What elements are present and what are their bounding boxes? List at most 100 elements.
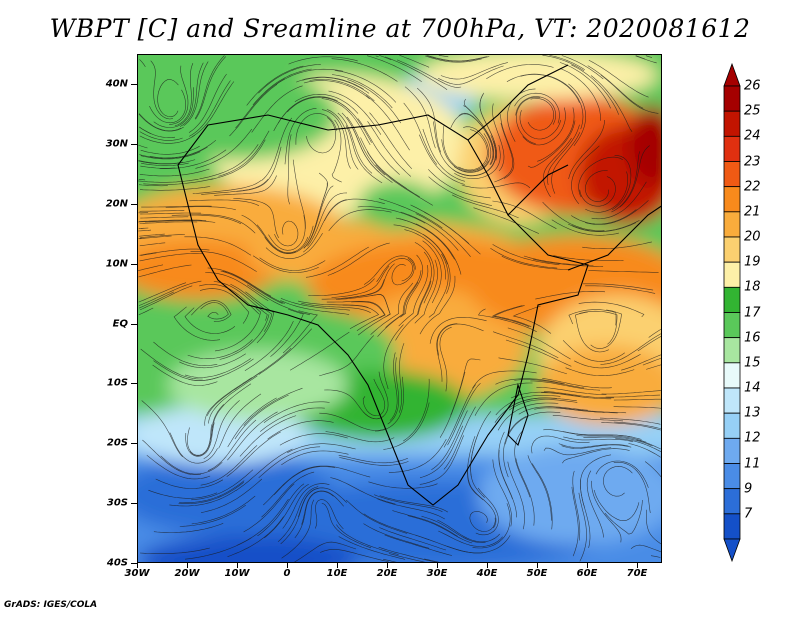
streamline bbox=[600, 333, 661, 365]
lon-label: 10W bbox=[224, 568, 250, 579]
streamline bbox=[492, 459, 512, 527]
streamlines bbox=[138, 55, 661, 562]
streamline bbox=[173, 306, 221, 341]
streamline bbox=[207, 419, 257, 471]
streamline bbox=[398, 265, 429, 327]
streamline bbox=[551, 132, 581, 194]
streamline bbox=[562, 340, 625, 362]
streamline bbox=[331, 265, 390, 298]
lon-tick bbox=[337, 563, 338, 568]
streamline bbox=[321, 98, 371, 146]
lon-tick bbox=[387, 563, 388, 568]
streamline bbox=[294, 93, 359, 114]
streamline bbox=[301, 465, 371, 478]
streamline bbox=[490, 248, 558, 269]
streamline bbox=[327, 242, 390, 276]
streamline bbox=[205, 272, 269, 302]
streamline bbox=[542, 201, 605, 231]
lon-tick bbox=[187, 563, 188, 568]
streamline bbox=[139, 168, 210, 177]
streamline bbox=[378, 546, 438, 562]
streamline bbox=[395, 281, 432, 341]
streamline bbox=[387, 357, 399, 425]
streamline bbox=[543, 137, 572, 198]
streamline bbox=[377, 281, 419, 337]
wbpt-field bbox=[138, 55, 661, 562]
streamline bbox=[169, 65, 189, 125]
streamline bbox=[244, 320, 294, 371]
streamline bbox=[155, 478, 224, 489]
streamline bbox=[388, 438, 447, 473]
streamline bbox=[139, 235, 172, 240]
streamline bbox=[571, 64, 619, 115]
streamline bbox=[600, 74, 659, 114]
streamline bbox=[428, 176, 492, 206]
streamline bbox=[400, 211, 459, 251]
streamline bbox=[321, 502, 372, 549]
streamline bbox=[220, 270, 283, 304]
streamline bbox=[601, 422, 661, 431]
streamline bbox=[363, 513, 430, 540]
streamline bbox=[258, 64, 321, 94]
streamline bbox=[192, 180, 262, 194]
streamline bbox=[507, 461, 525, 530]
streamline bbox=[138, 307, 154, 316]
streamline bbox=[603, 466, 633, 497]
streamline bbox=[519, 110, 561, 140]
streamline bbox=[421, 515, 486, 543]
streamline bbox=[514, 379, 585, 389]
colorbar-label: 19 bbox=[744, 254, 761, 270]
streamline bbox=[494, 122, 514, 183]
streamline bbox=[453, 133, 492, 173]
streamline bbox=[601, 390, 661, 395]
streamline bbox=[235, 448, 293, 491]
streamline bbox=[510, 391, 581, 399]
colorbar-label: 26 bbox=[744, 78, 761, 94]
streamline bbox=[258, 446, 321, 479]
streamline bbox=[169, 489, 237, 507]
streamline bbox=[191, 300, 232, 322]
colorbar-label: 25 bbox=[744, 103, 761, 119]
streamline bbox=[246, 65, 304, 106]
streamline bbox=[416, 87, 442, 153]
streamline bbox=[547, 124, 580, 186]
streamline bbox=[495, 395, 561, 416]
streamline bbox=[574, 311, 609, 353]
streamline bbox=[195, 56, 227, 120]
streamline bbox=[139, 233, 165, 237]
streamline bbox=[138, 280, 202, 306]
streamline bbox=[553, 255, 624, 261]
streamline bbox=[328, 209, 392, 232]
streamline bbox=[543, 391, 614, 399]
lon-tick bbox=[137, 563, 138, 568]
streamline bbox=[595, 460, 649, 488]
streamline bbox=[341, 263, 395, 299]
colorbar-segment bbox=[723, 412, 741, 439]
streamline bbox=[628, 443, 661, 458]
lat-tick bbox=[131, 203, 137, 205]
streamline bbox=[619, 145, 650, 208]
streamline bbox=[347, 79, 402, 124]
colorbar-segment bbox=[723, 387, 741, 414]
streamline bbox=[289, 331, 350, 371]
streamline bbox=[509, 399, 578, 411]
streamline bbox=[514, 431, 531, 498]
streamline bbox=[169, 432, 218, 464]
streamline bbox=[139, 242, 166, 247]
streamline bbox=[447, 382, 481, 446]
streamline bbox=[346, 116, 386, 176]
streamline bbox=[458, 112, 494, 165]
lon-label: 60E bbox=[576, 568, 598, 579]
streamline bbox=[383, 558, 397, 562]
streamline bbox=[303, 182, 328, 249]
lat-label: 40N bbox=[105, 78, 128, 90]
streamline bbox=[294, 490, 334, 539]
streamline bbox=[611, 155, 632, 210]
streamline bbox=[357, 206, 426, 224]
streamline bbox=[378, 198, 443, 229]
streamline bbox=[585, 171, 628, 213]
streamline bbox=[219, 314, 270, 360]
streamline bbox=[201, 178, 269, 195]
streamline bbox=[427, 55, 488, 62]
streamline bbox=[303, 199, 347, 253]
